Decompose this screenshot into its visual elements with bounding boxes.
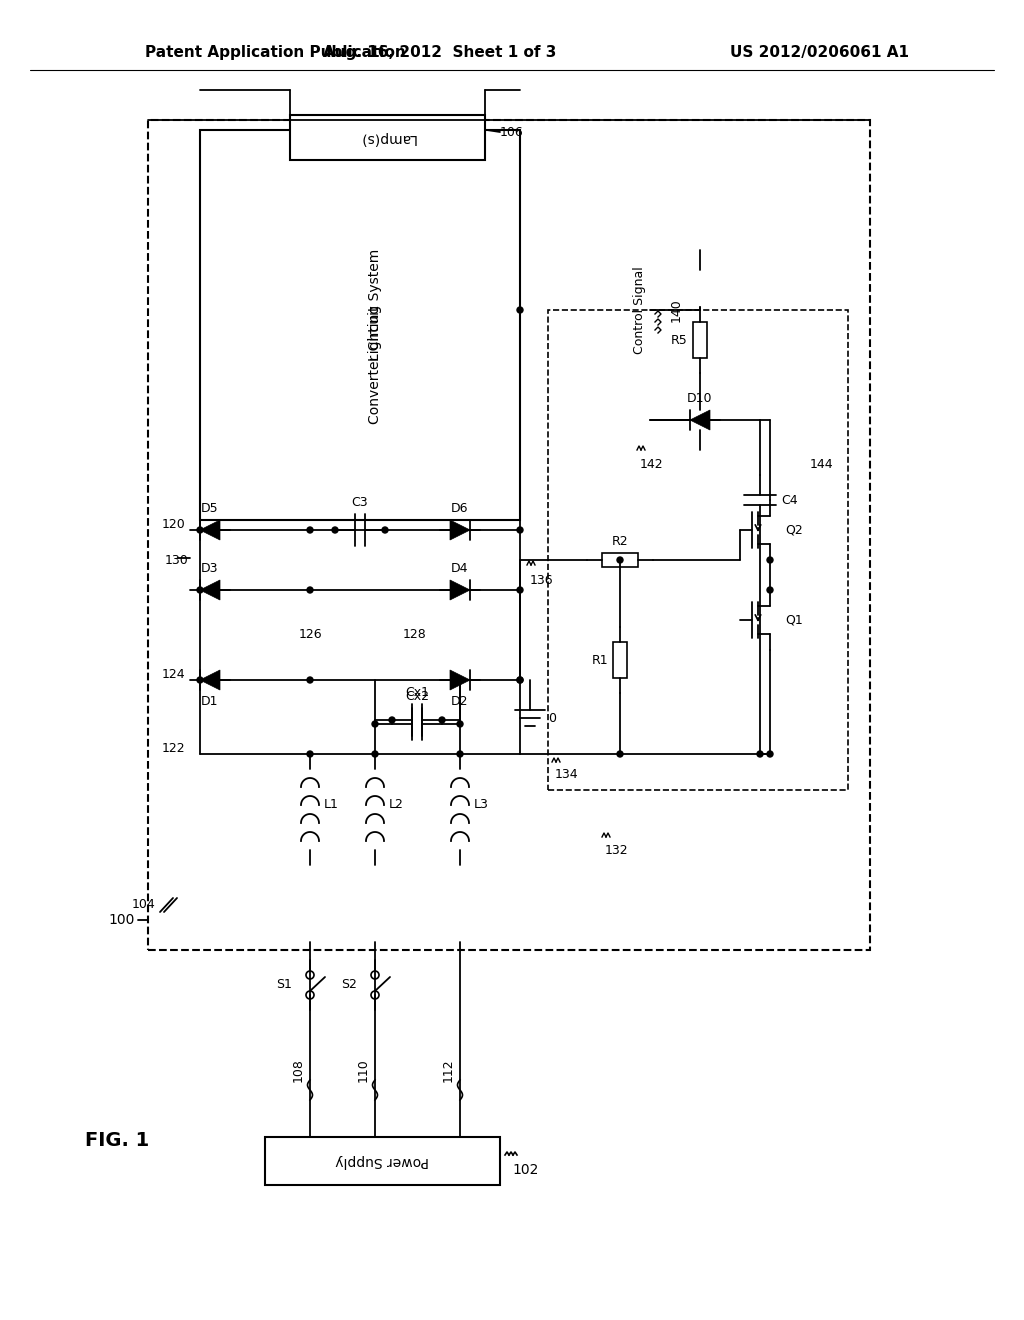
- Circle shape: [372, 751, 378, 756]
- Circle shape: [517, 527, 523, 533]
- Text: 122: 122: [162, 742, 185, 755]
- Text: 126: 126: [298, 628, 322, 642]
- Text: 130: 130: [165, 553, 188, 566]
- Text: 124: 124: [162, 668, 185, 681]
- Text: 136: 136: [530, 573, 554, 586]
- Circle shape: [307, 751, 313, 756]
- Text: D3: D3: [202, 562, 219, 576]
- Text: S1: S1: [276, 978, 292, 991]
- Polygon shape: [200, 579, 220, 601]
- Bar: [200, 129, 520, 520]
- Circle shape: [517, 677, 523, 682]
- Circle shape: [307, 587, 313, 593]
- Circle shape: [517, 587, 523, 593]
- Circle shape: [197, 677, 203, 682]
- Text: 144: 144: [810, 458, 834, 471]
- Text: 128: 128: [403, 628, 427, 642]
- Polygon shape: [450, 671, 470, 690]
- Circle shape: [439, 717, 445, 723]
- Text: 112: 112: [441, 1059, 455, 1082]
- Text: Cx2: Cx2: [406, 690, 429, 704]
- Circle shape: [332, 527, 338, 533]
- Bar: [148, 120, 870, 950]
- Circle shape: [382, 527, 388, 533]
- Bar: [265, 1137, 500, 1185]
- Circle shape: [617, 557, 623, 564]
- Text: Control Signal: Control Signal: [634, 267, 646, 354]
- Text: 142: 142: [640, 458, 664, 471]
- Text: 102: 102: [512, 1163, 539, 1177]
- Text: Lamp(s): Lamp(s): [358, 131, 416, 145]
- Circle shape: [197, 587, 203, 593]
- Text: 120: 120: [161, 519, 185, 532]
- Circle shape: [457, 751, 463, 756]
- Text: Q1: Q1: [785, 614, 803, 627]
- Circle shape: [307, 677, 313, 682]
- Text: 0: 0: [548, 711, 556, 725]
- Text: Converter Circuit: Converter Circuit: [368, 306, 382, 424]
- Circle shape: [307, 527, 313, 533]
- Circle shape: [767, 587, 773, 593]
- Text: R5: R5: [672, 334, 688, 346]
- Polygon shape: [200, 520, 220, 540]
- Text: Power Supply: Power Supply: [336, 1154, 429, 1168]
- Text: R1: R1: [592, 653, 608, 667]
- Text: 106: 106: [500, 125, 523, 139]
- Text: L3: L3: [474, 799, 488, 812]
- Text: 132: 132: [605, 843, 629, 857]
- Circle shape: [457, 677, 463, 682]
- Text: D10: D10: [687, 392, 713, 405]
- Text: 108: 108: [292, 1059, 304, 1082]
- Bar: [693, 322, 707, 358]
- Circle shape: [617, 751, 623, 756]
- Circle shape: [457, 527, 463, 533]
- Text: FIG. 1: FIG. 1: [85, 1130, 150, 1150]
- Text: 140: 140: [670, 298, 683, 322]
- Bar: [602, 553, 638, 568]
- Circle shape: [767, 557, 773, 564]
- Circle shape: [517, 308, 523, 313]
- Text: Q2: Q2: [785, 524, 803, 536]
- Circle shape: [457, 721, 463, 727]
- Circle shape: [457, 587, 463, 593]
- Text: Cx1: Cx1: [406, 686, 429, 700]
- Circle shape: [767, 751, 773, 756]
- Text: D4: D4: [452, 562, 469, 576]
- Text: 100: 100: [109, 913, 135, 927]
- Text: Lighting System: Lighting System: [368, 249, 382, 362]
- Polygon shape: [690, 411, 710, 430]
- Text: L1: L1: [324, 799, 339, 812]
- Circle shape: [517, 677, 523, 682]
- Bar: [290, 115, 485, 160]
- Text: D6: D6: [452, 502, 469, 515]
- Circle shape: [757, 751, 763, 756]
- Bar: [548, 310, 848, 789]
- Text: Patent Application Publication: Patent Application Publication: [145, 45, 406, 59]
- Circle shape: [389, 717, 395, 723]
- Polygon shape: [200, 671, 220, 690]
- Polygon shape: [450, 520, 470, 540]
- Text: S2: S2: [341, 978, 357, 991]
- Text: 110: 110: [356, 1059, 370, 1082]
- Text: 104: 104: [131, 899, 155, 912]
- Polygon shape: [450, 579, 470, 601]
- Text: D2: D2: [452, 696, 469, 708]
- Text: US 2012/0206061 A1: US 2012/0206061 A1: [730, 45, 909, 59]
- Text: C4: C4: [781, 494, 798, 507]
- Text: 134: 134: [555, 768, 579, 781]
- Circle shape: [197, 527, 203, 533]
- Text: C3: C3: [351, 496, 369, 510]
- Text: R2: R2: [611, 535, 629, 548]
- Text: D5: D5: [201, 502, 219, 515]
- Text: Aug. 16, 2012  Sheet 1 of 3: Aug. 16, 2012 Sheet 1 of 3: [324, 45, 557, 59]
- Bar: [613, 642, 627, 678]
- Text: L2: L2: [389, 799, 403, 812]
- Circle shape: [372, 721, 378, 727]
- Text: D1: D1: [202, 696, 219, 708]
